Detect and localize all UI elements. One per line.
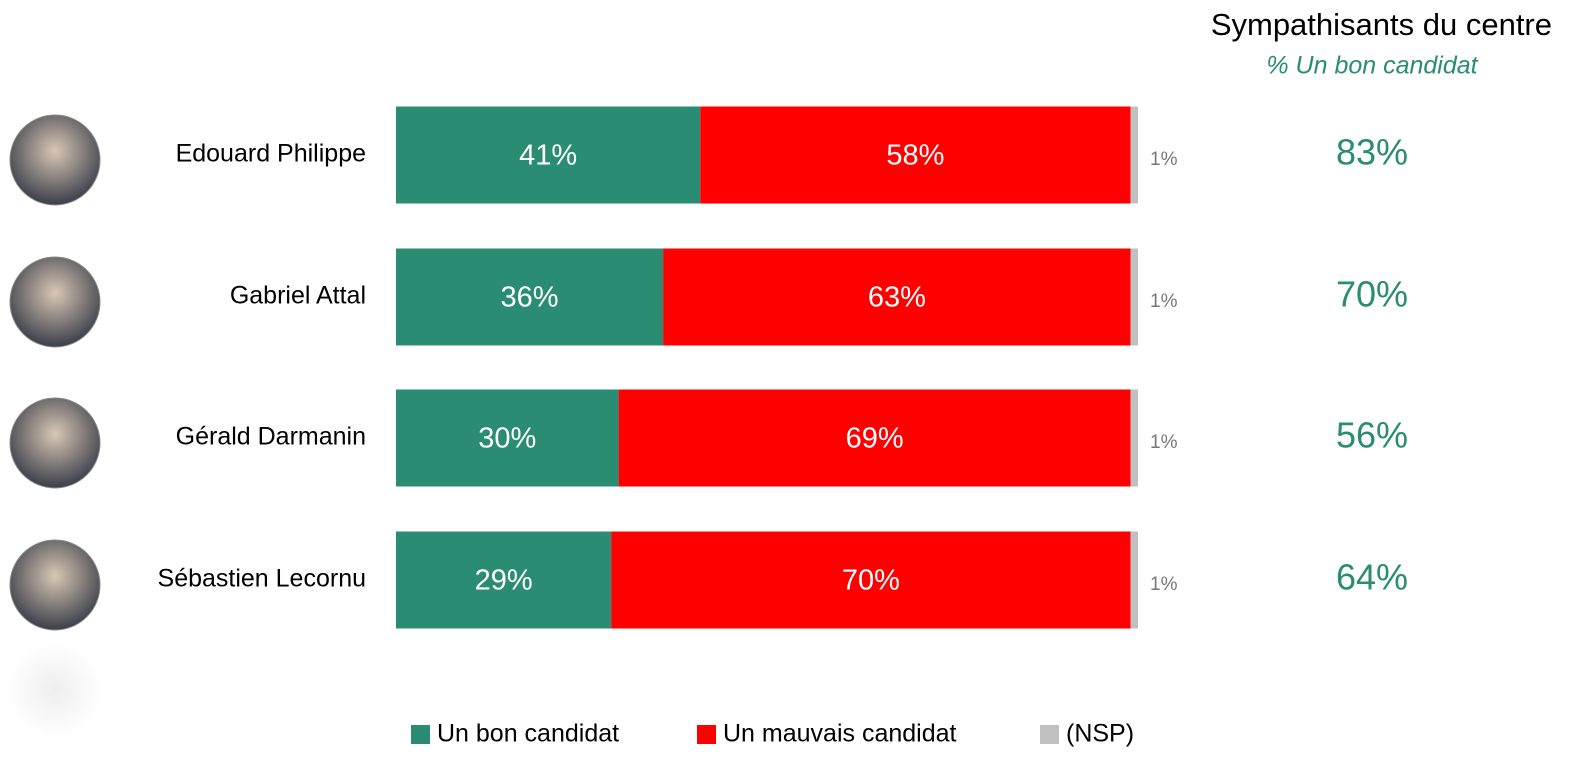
legend-label: Un mauvais candidat bbox=[723, 720, 957, 748]
category-label: Sébastien Lecornu bbox=[158, 565, 366, 593]
bar-segment bbox=[1130, 389, 1138, 487]
bar-segment bbox=[396, 106, 701, 204]
legend-swatch bbox=[697, 725, 716, 744]
bar-segment bbox=[700, 106, 1131, 204]
data-label: 70% bbox=[842, 565, 900, 597]
bar-segment bbox=[1130, 248, 1138, 346]
data-label: 1% bbox=[1150, 149, 1178, 170]
avatar bbox=[9, 539, 101, 631]
legend-swatch bbox=[411, 725, 430, 744]
avatar bbox=[9, 114, 101, 206]
data-label: 69% bbox=[846, 423, 904, 455]
legend-swatch bbox=[1040, 725, 1059, 744]
bar-segment bbox=[611, 531, 1131, 629]
legend-label: (NSP) bbox=[1066, 720, 1134, 748]
data-label: 63% bbox=[868, 282, 926, 314]
side-value: 56% bbox=[1336, 415, 1408, 456]
side-value: 70% bbox=[1336, 274, 1408, 315]
data-label: 1% bbox=[1150, 432, 1178, 453]
legend-label: Un bon candidat bbox=[437, 720, 619, 748]
decoration bbox=[7, 642, 103, 738]
bar-segment bbox=[396, 531, 612, 629]
bar-segment bbox=[1130, 106, 1138, 204]
side-title: Sympathisants du centre bbox=[1211, 7, 1552, 42]
side-subtitle: % Un bon candidat bbox=[1266, 52, 1478, 80]
category-label: Gérald Darmanin bbox=[176, 423, 366, 451]
bar-segment bbox=[618, 389, 1131, 487]
bar-segment bbox=[1130, 531, 1138, 629]
data-label: 58% bbox=[886, 140, 944, 172]
avatar bbox=[9, 256, 101, 348]
data-label: 36% bbox=[501, 282, 559, 314]
category-label: Edouard Philippe bbox=[176, 140, 366, 168]
category-label: Gabriel Attal bbox=[230, 282, 366, 310]
bar-segment bbox=[663, 248, 1131, 346]
data-label: 30% bbox=[478, 423, 536, 455]
data-label: 1% bbox=[1150, 574, 1178, 595]
side-value: 64% bbox=[1336, 557, 1408, 598]
bar-segment bbox=[396, 389, 619, 487]
side-value: 83% bbox=[1336, 132, 1408, 173]
bar-segment bbox=[396, 248, 664, 346]
data-label: 1% bbox=[1150, 291, 1178, 312]
data-label: 41% bbox=[519, 140, 577, 172]
avatar bbox=[9, 397, 101, 489]
data-label: 29% bbox=[475, 565, 533, 597]
